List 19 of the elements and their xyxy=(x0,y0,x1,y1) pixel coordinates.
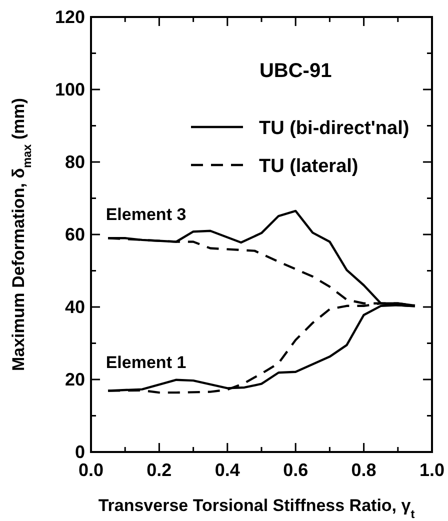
legend-label: TU (bi-direct'nal) xyxy=(259,118,410,139)
x-tick-label: 0.6 xyxy=(283,460,308,480)
x-tick-label: 1.0 xyxy=(419,460,445,480)
y-tick-label: 80 xyxy=(64,152,85,172)
x-tick-label: 0.0 xyxy=(78,460,104,480)
annotation: Element 1 xyxy=(106,353,186,372)
annotation: Element 3 xyxy=(106,205,186,224)
y-tick-label: 100 xyxy=(54,80,85,100)
legend-label: TU (lateral) xyxy=(259,156,358,177)
y-tick-label: 60 xyxy=(64,224,85,244)
x-axis-title: Transverse Torsional Stiffness Ratio, γ$_{t}$ xyxy=(98,496,415,521)
y-tick-label: 120 xyxy=(54,7,85,27)
y-tick-label: 20 xyxy=(64,370,85,390)
x-tick-label: 0.4 xyxy=(214,460,240,480)
x-tick-label: 0.8 xyxy=(351,460,376,480)
x-tick-label: 0.2 xyxy=(146,460,172,480)
text: UBC-91 xyxy=(259,60,332,82)
y-tick-label: 0 xyxy=(74,442,85,462)
y-tick-label: 40 xyxy=(64,297,85,317)
